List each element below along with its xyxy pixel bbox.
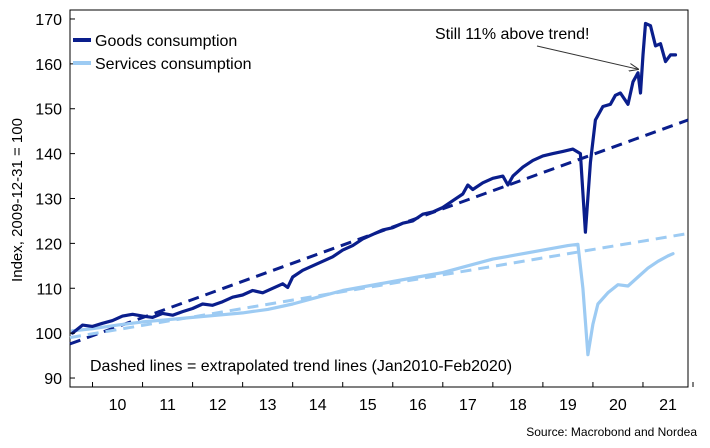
- y-tick-label: 110: [36, 281, 62, 298]
- y-tick-label: 160: [35, 57, 62, 74]
- y-tick-label: 100: [35, 326, 62, 343]
- y-tick-label: 130: [35, 192, 62, 209]
- x-tick-label: 15: [359, 397, 377, 414]
- x-tick-label: 13: [259, 397, 277, 414]
- series-line-goods: [70, 21, 678, 335]
- x-tick-label: 16: [409, 397, 427, 414]
- legend: Goods consumption Services consumption: [73, 33, 252, 73]
- legend-label-services: Services consumption: [95, 56, 252, 73]
- y-axis: 90 100 110 120 130 140 150 160 170: [35, 12, 75, 388]
- x-tick-label: 11: [159, 397, 176, 414]
- x-tick-label: 17: [459, 397, 477, 414]
- y-tick-label: 120: [35, 236, 62, 253]
- x-tick-label: 14: [309, 397, 327, 414]
- x-tick-label: 12: [209, 397, 227, 414]
- x-axis: 10 11 12 13 14 15 16 17 18 19 20 21: [92, 382, 694, 414]
- y-tick-label: 150: [35, 102, 62, 119]
- annotation-arrow: [536, 45, 638, 69]
- x-tick-label: 20: [609, 397, 627, 414]
- series-line-services: [70, 242, 675, 357]
- y-tick-label: 140: [35, 147, 62, 164]
- x-tick-label: 10: [109, 397, 127, 414]
- y-tick-label: 90: [44, 371, 62, 388]
- legend-label-goods: Goods consumption: [95, 33, 237, 50]
- y-tick-label: 170: [35, 12, 62, 29]
- annotation-above-trend: Still 11% above trend!: [435, 26, 589, 43]
- plot-area: [69, 9, 689, 388]
- y-axis-label: Index, 2009-12-31 = 100: [9, 118, 26, 282]
- x-tick-label: 21: [659, 397, 677, 414]
- x-tick-label: 18: [509, 397, 527, 414]
- x-tick-label: 19: [559, 397, 577, 414]
- trend-note: Dashed lines = extrapolated trend lines …: [90, 358, 512, 375]
- source-note: Source: Macrobond and Nordea: [526, 425, 697, 439]
